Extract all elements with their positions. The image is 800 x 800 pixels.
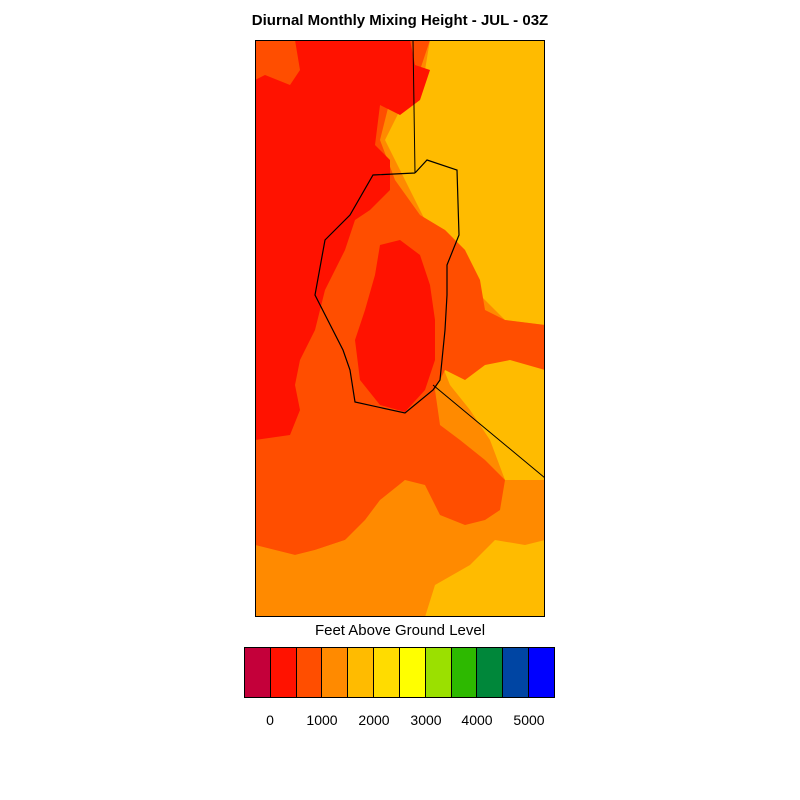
map-frame [255,40,545,617]
tick-label: 5000 [513,712,545,728]
region-light-orange-northeast [385,40,545,325]
region-red-orange-north-strip [255,40,300,85]
colorbar-swatch [399,648,426,697]
colorbar-swatch [477,648,504,697]
region-orange-southwest [255,480,425,617]
state-boundary-north [412,40,416,174]
tick-label: 2000 [358,712,390,728]
region-red-west [255,40,430,440]
mixing-height-map [255,40,545,617]
county-boundary [314,159,460,414]
region-light-orange-southeast [425,540,545,617]
tick-label: 0 [266,712,274,728]
colorbar-swatch [245,648,271,697]
tick-label: 1000 [306,712,338,728]
colorbar-swatch [425,648,452,697]
tick-label: 3000 [410,712,442,728]
colorbar-swatch [348,648,375,697]
legend-title: Feet Above Ground Level [314,622,486,639]
colorbar-swatch [529,648,554,697]
region-red-central [355,240,435,412]
colorbar-swatch [451,648,478,697]
colorbar [244,647,555,698]
colorbar-swatch [503,648,530,697]
map-title: Diurnal Monthly Mixing Height - JUL - 03… [251,12,549,29]
colorbar-swatch [296,648,323,697]
state-boundary-southeast [432,384,545,479]
colorbar-swatch [270,648,297,697]
colorbar-swatch [374,648,400,697]
tick-label: 4000 [461,712,493,728]
colorbar-swatch [322,648,349,697]
